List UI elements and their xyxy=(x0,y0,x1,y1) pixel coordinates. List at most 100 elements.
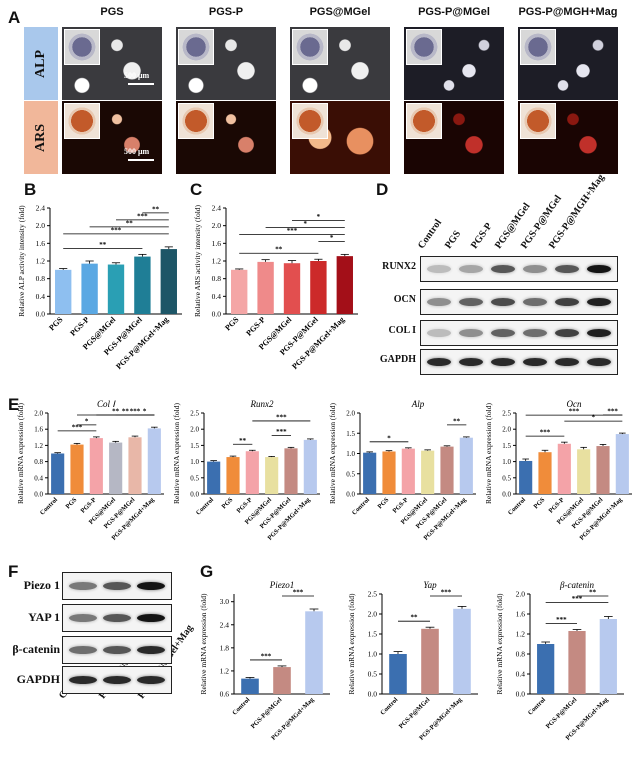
blot-band xyxy=(427,298,451,306)
y-tick-label: 2.4 xyxy=(36,204,46,213)
chart-e-ocn: Ocn Relative mRNA expression (fold) 0.0 0.5… xyxy=(484,399,632,542)
y-tick-label: 1.6 xyxy=(36,239,46,248)
significance-label: *** xyxy=(261,652,272,660)
x-tick-label: PGS xyxy=(47,315,65,333)
micrograph-alp xyxy=(404,27,504,100)
y-tick-label: 0.5 xyxy=(502,474,511,482)
bar xyxy=(51,453,65,494)
y-tick-label: 0.4 xyxy=(212,292,222,301)
y-tick-label: 1.2 xyxy=(34,442,43,450)
significance-label: *** xyxy=(569,408,580,416)
bar xyxy=(207,461,221,494)
significance-label: *** xyxy=(607,408,618,416)
x-tick-label: PGS-P xyxy=(236,496,254,514)
significance-label: * xyxy=(330,234,334,242)
significance-label: ** xyxy=(112,408,120,416)
y-tick-label: 0.0 xyxy=(34,491,43,499)
x-tick-label: PGS-P@MGel xyxy=(398,696,432,730)
bar xyxy=(81,263,98,314)
bar xyxy=(303,439,317,494)
x-tick-label: PGS-P xyxy=(244,315,267,338)
blot-band xyxy=(587,358,611,366)
y-tick-label: 0.4 xyxy=(516,670,526,679)
bar xyxy=(537,644,555,694)
blot-band xyxy=(69,646,97,654)
chart-g-piezo1: Piezo1 Relative mRNA expression (fold) 0.6… xyxy=(199,580,330,742)
x-tick-label: Control xyxy=(379,696,399,716)
significance-label: * xyxy=(85,417,89,425)
y-tick-label: 1.6 xyxy=(516,610,526,619)
y-tick-label: 1.5 xyxy=(346,430,355,438)
bar xyxy=(245,451,259,494)
significance-label: ** xyxy=(239,437,247,445)
significance-label: ** xyxy=(122,408,130,416)
row-label-alp: ALP xyxy=(24,27,58,100)
significance-label: *** xyxy=(287,227,298,235)
y-tick-label: 1.2 xyxy=(516,630,526,639)
blot-band xyxy=(587,329,611,337)
blot-band xyxy=(491,358,515,366)
x-tick-label: PGS-P xyxy=(392,496,410,514)
significance-label: ** xyxy=(99,241,107,249)
micrograph-ars: 500 μm xyxy=(62,101,162,174)
x-tick-label: Control xyxy=(231,696,251,716)
y-tick-label: 0.0 xyxy=(36,310,46,319)
chart-title: Piezo1 xyxy=(269,580,295,590)
chart-title: Col Ⅰ xyxy=(97,399,116,409)
bar xyxy=(421,450,435,494)
y-tick-label: 0.0 xyxy=(502,491,511,499)
blot-band xyxy=(459,329,483,337)
y-tick-label: 0.8 xyxy=(516,650,526,659)
y-tick-label: 1.2 xyxy=(36,257,46,266)
bar xyxy=(336,256,353,314)
significance-label: ** xyxy=(589,589,597,597)
x-tick-label: PGS xyxy=(533,496,547,510)
y-tick-label: 0.0 xyxy=(516,690,526,699)
significance-label: ** xyxy=(126,219,134,227)
column-header: PGS xyxy=(100,6,124,18)
row-label-text: ALP xyxy=(33,49,48,78)
significance-label: * xyxy=(592,414,596,422)
y-tick-label: 2.0 xyxy=(516,590,526,599)
x-tick-label: PGS xyxy=(377,496,391,510)
y-tick-label: 2.5 xyxy=(502,410,511,418)
panel-label-c: C xyxy=(190,180,203,199)
y-tick-label: 0.8 xyxy=(34,458,43,466)
bar xyxy=(596,446,610,494)
bar xyxy=(134,256,151,314)
bar xyxy=(109,442,123,494)
significance-label: ** xyxy=(453,417,461,425)
panel-label-g: G xyxy=(200,562,214,581)
x-tick-label: PGS-P xyxy=(548,496,566,514)
bar xyxy=(519,460,533,494)
blot-row-label: YAP 1 xyxy=(28,610,60,624)
chart-c-ars-activity: Relative ARS activity intensity (fold) 0.… xyxy=(193,204,358,371)
bar xyxy=(459,437,473,494)
blot-band xyxy=(69,676,97,684)
blot-band xyxy=(137,614,165,622)
y-tick-label: 1.0 xyxy=(502,458,511,466)
inset-well-image xyxy=(292,29,328,65)
chart-b-alp-activity: Relative ALP activity intensity (fold) 0.… xyxy=(17,204,182,371)
blot-strip xyxy=(62,572,172,600)
y-tick-label: 0.0 xyxy=(368,690,378,699)
bar xyxy=(89,438,103,494)
bar xyxy=(310,261,327,314)
panel-label-d: D xyxy=(376,180,389,199)
blot-band xyxy=(523,329,547,337)
y-axis-label: Relative mRNA expression (fold) xyxy=(172,402,181,504)
significance-label: *** xyxy=(72,423,83,431)
blot-strip xyxy=(420,349,618,375)
significance-label: *** xyxy=(111,226,122,234)
blot-band xyxy=(103,582,131,590)
blot-band xyxy=(523,265,547,273)
significance-label: * xyxy=(303,220,307,228)
significance-label: * xyxy=(387,434,391,442)
bar xyxy=(284,448,298,494)
y-axis-label: Relative mRNA expression (fold) xyxy=(484,402,493,504)
y-tick-label: 0.5 xyxy=(346,470,355,478)
significance-label: ** xyxy=(275,246,283,254)
y-tick-label: 0.5 xyxy=(190,474,199,482)
significance-label: *** xyxy=(137,212,148,220)
inset-well-image xyxy=(178,103,214,139)
